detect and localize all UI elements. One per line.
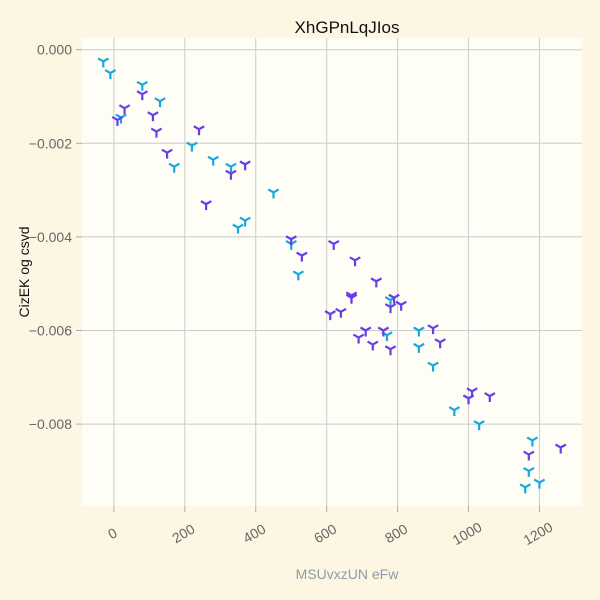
x-tick-label-5: 1000 [450,519,485,549]
grid [82,38,582,506]
data-point-s0-13 [292,270,305,281]
data-point-s1-8 [225,169,237,180]
plot-area [82,38,582,506]
data-point-s1-11 [296,251,308,262]
data-points [97,57,567,494]
data-point-s0-6 [186,141,198,152]
data-point-s0-21 [519,483,532,494]
data-point-s1-24 [384,345,397,356]
data-point-s1-2 [136,90,149,101]
x-tick-label-1: 200 [169,521,197,547]
data-point-s0-16 [413,326,425,337]
data-point-s1-31 [484,392,496,403]
data-point-s1-14 [335,307,347,318]
data-point-s1-30 [466,387,478,398]
y-tick-label-3: −0.006 [29,323,72,339]
data-point-s1-19 [359,326,372,337]
data-point-s1-32 [523,450,535,461]
data-point-s1-10 [285,235,297,246]
data-point-s1-23 [384,303,397,314]
data-point-s1-4 [150,127,163,138]
y-tick-label-4: −0.008 [29,416,72,432]
data-point-s0-17 [413,342,425,353]
data-point-s1-17 [349,256,361,267]
data-point-s0-11 [267,188,280,199]
data-point-s0-1 [104,69,117,80]
data-point-s0-8 [225,162,237,173]
data-point-s0-22 [523,466,535,477]
data-point-s0-7 [207,155,219,166]
data-point-s1-0 [111,115,124,126]
data-point-s1-21 [370,277,383,288]
data-point-s1-3 [147,111,159,122]
data-point-s1-5 [161,148,173,159]
data-point-s0-23 [526,436,539,447]
data-point-s0-18 [427,361,439,372]
data-point-s1-9 [239,160,251,171]
data-point-s0-10 [239,216,251,227]
data-point-s1-13 [328,239,340,250]
data-point-s0-3 [136,80,149,91]
data-point-s1-20 [367,340,379,351]
data-point-s0-19 [448,406,461,417]
x-tick-label-4: 800 [382,521,410,547]
data-point-s0-24 [533,478,546,489]
data-point-s1-26 [395,300,407,311]
x-tick-label-2: 400 [240,521,268,547]
data-point-s0-5 [168,162,180,173]
data-point-s0-9 [232,223,244,234]
data-point-s1-18 [352,333,365,344]
data-point-s1-22 [377,326,390,337]
data-point-s1-28 [434,338,446,349]
data-point-s1-6 [193,125,205,136]
x-tick-label-0: 0 [105,524,120,542]
y-tick-label-2: −0.004 [29,229,72,245]
y-axis-label: CizEK og csvd [16,226,32,317]
y-tick-label-0: 0.000 [37,42,72,58]
data-point-s1-25 [388,293,400,304]
y-tick-label-1: −0.002 [29,135,72,151]
data-point-s1-7 [200,200,212,211]
data-point-s1-1 [118,104,131,115]
data-point-s0-4 [154,97,166,108]
data-point-s0-20 [473,420,485,431]
data-point-s1-16 [345,293,358,304]
x-tick-label-6: 1200 [520,519,555,549]
data-point-s1-27 [427,324,439,335]
x-tick-label-3: 600 [311,521,339,547]
chart-title: XhGPnLqJIos [295,18,400,37]
x-axis-label: MSUvxzUN eFw [296,566,400,582]
data-point-s1-12 [324,310,336,321]
data-point-s1-33 [554,443,567,454]
data-point-s0-0 [97,57,110,68]
